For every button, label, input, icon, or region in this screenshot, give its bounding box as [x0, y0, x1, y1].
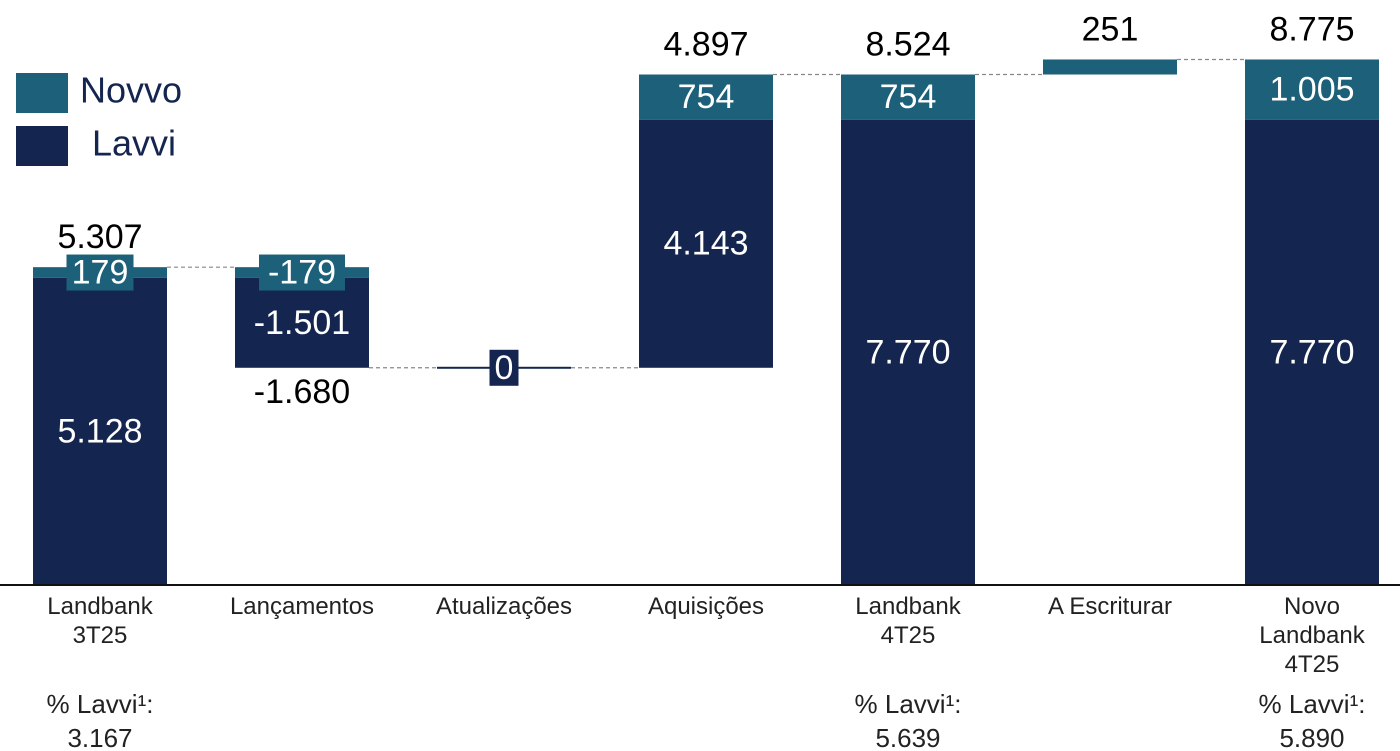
x-tick-label: Landbank 4T25 — [855, 593, 961, 649]
total-label: 8.775 — [1269, 10, 1354, 48]
value-label: -179 — [268, 254, 336, 292]
value-label: 754 — [678, 78, 735, 116]
label-box — [259, 254, 345, 291]
legend-swatch — [16, 126, 68, 166]
total-label: 8.524 — [865, 25, 950, 63]
value-label: 5.128 — [57, 412, 142, 450]
value-label: 4.143 — [663, 225, 748, 263]
share-label: % Lavvi¹: — [855, 689, 962, 719]
x-tick-label: Lançamentos — [230, 593, 374, 620]
bar-segment — [33, 277, 167, 585]
value-label: 754 — [880, 78, 937, 116]
value-label: 7.770 — [1269, 333, 1354, 371]
share-value: 5.890 — [1279, 723, 1344, 751]
legend-swatch — [16, 73, 68, 113]
total-label: -1.680 — [254, 373, 350, 411]
bar-segment — [841, 74, 975, 120]
value-label: 1.005 — [1269, 71, 1354, 109]
x-tick-label: Aquisições — [648, 593, 764, 620]
legend-label: Lavvi — [92, 123, 176, 164]
total-label: 5.307 — [57, 218, 142, 256]
share-value: 5.639 — [875, 723, 940, 751]
total-label: 4.897 — [663, 25, 748, 63]
bar-segment — [1245, 119, 1379, 585]
bar-segment — [841, 119, 975, 585]
legend-label: Novvo — [80, 70, 182, 111]
label-box — [66, 254, 134, 291]
x-tick-label: Novo Landbank 4T25 — [1259, 593, 1365, 678]
share-value: 3.167 — [67, 723, 132, 751]
bar-segment — [235, 277, 369, 368]
bar-segment — [1043, 59, 1177, 75]
value-label: -1.501 — [254, 304, 350, 342]
bar-segment — [639, 74, 773, 120]
x-tick-label: Landbank 3T25 — [47, 593, 153, 649]
x-tick-label: A Escriturar — [1048, 593, 1172, 620]
share-label: % Lavvi¹: — [1259, 689, 1366, 719]
label-box — [489, 349, 519, 386]
value-label: 179 — [72, 254, 129, 292]
value-label: 7.770 — [865, 333, 950, 371]
bar-segment — [1245, 59, 1379, 120]
total-label: 251 — [1082, 10, 1139, 48]
value-label: 0 — [495, 349, 514, 387]
x-tick-label: Atualizações — [436, 593, 572, 620]
bar-segment — [639, 119, 773, 368]
share-label: % Lavvi¹: — [47, 689, 154, 719]
